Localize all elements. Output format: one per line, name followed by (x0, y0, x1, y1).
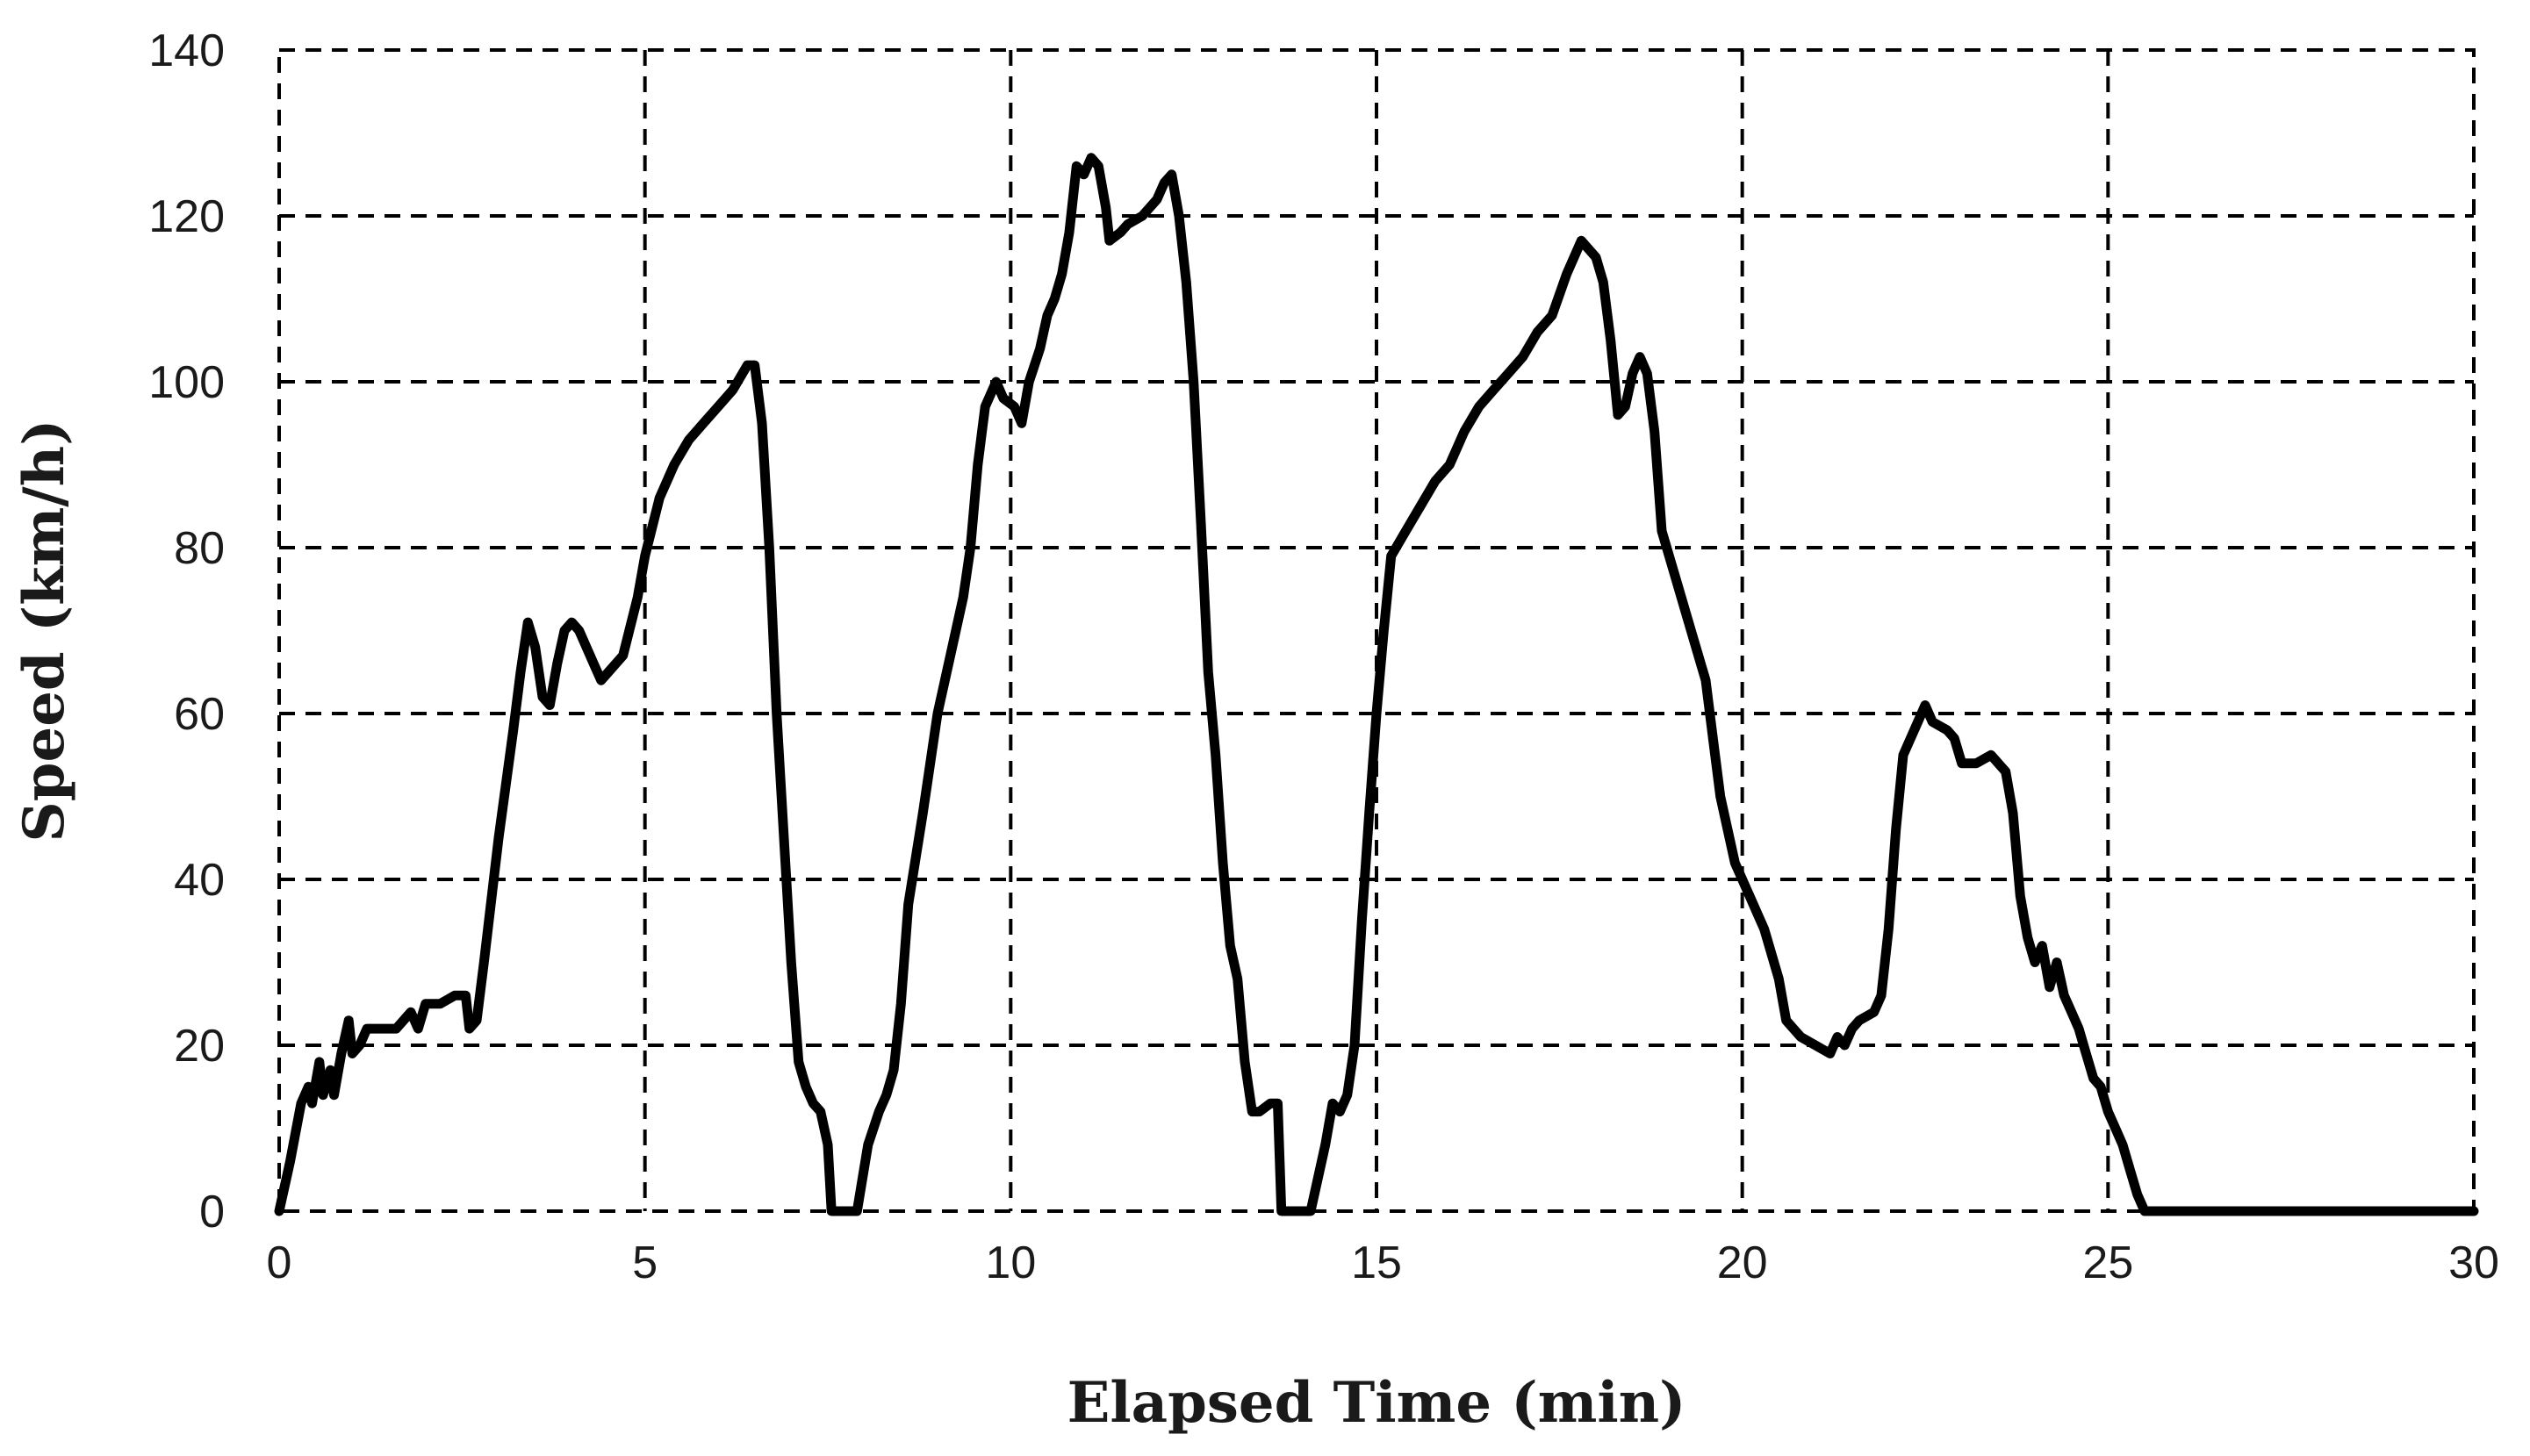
x-axis-title: Elapsed Time (min) (1067, 1370, 1686, 1436)
x-tick-label: 10 (985, 1237, 1036, 1288)
y-tick-label: 20 (174, 1021, 225, 1072)
x-tick-label: 20 (1717, 1237, 1768, 1288)
y-axis-ticks: 0 20 40 60 80 100 120 140 (148, 25, 225, 1237)
grid-lines (279, 50, 2474, 1211)
x-tick-label: 30 (2448, 1237, 2499, 1288)
plot-area-border (277, 48, 2476, 1213)
x-axis-ticks: 0 5 10 15 20 25 30 (267, 1237, 2499, 1288)
y-tick-label: 40 (174, 855, 225, 906)
x-tick-label: 25 (2082, 1237, 2133, 1288)
y-tick-label: 60 (174, 689, 225, 740)
y-tick-label: 120 (148, 191, 225, 242)
y-tick-label: 140 (148, 25, 225, 76)
y-tick-label: 0 (199, 1187, 225, 1237)
speed-series-line (274, 153, 2479, 1216)
x-tick-label: 15 (1351, 1237, 1402, 1288)
y-tick-label: 100 (148, 357, 225, 408)
y-axis-title: Speed (km/h) (11, 420, 77, 843)
y-tick-label: 80 (174, 523, 225, 574)
x-tick-label: 5 (632, 1237, 658, 1288)
series-layer (274, 153, 2479, 1216)
x-tick-label: 0 (267, 1237, 292, 1288)
